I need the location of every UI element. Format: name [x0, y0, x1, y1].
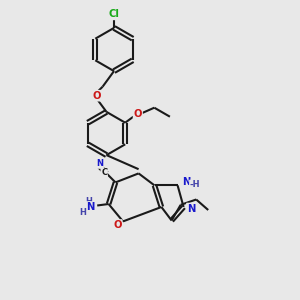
Text: O: O: [93, 91, 101, 101]
Text: Cl: Cl: [109, 9, 119, 20]
Text: -H: -H: [190, 180, 200, 189]
Text: H: H: [80, 208, 86, 217]
Text: O: O: [134, 109, 142, 119]
Text: N: N: [182, 177, 190, 187]
Text: N: N: [187, 203, 195, 214]
Text: N: N: [96, 159, 103, 168]
Text: H: H: [85, 196, 92, 206]
Text: O: O: [113, 220, 122, 230]
Text: N: N: [86, 202, 94, 212]
Text: C: C: [101, 168, 107, 177]
